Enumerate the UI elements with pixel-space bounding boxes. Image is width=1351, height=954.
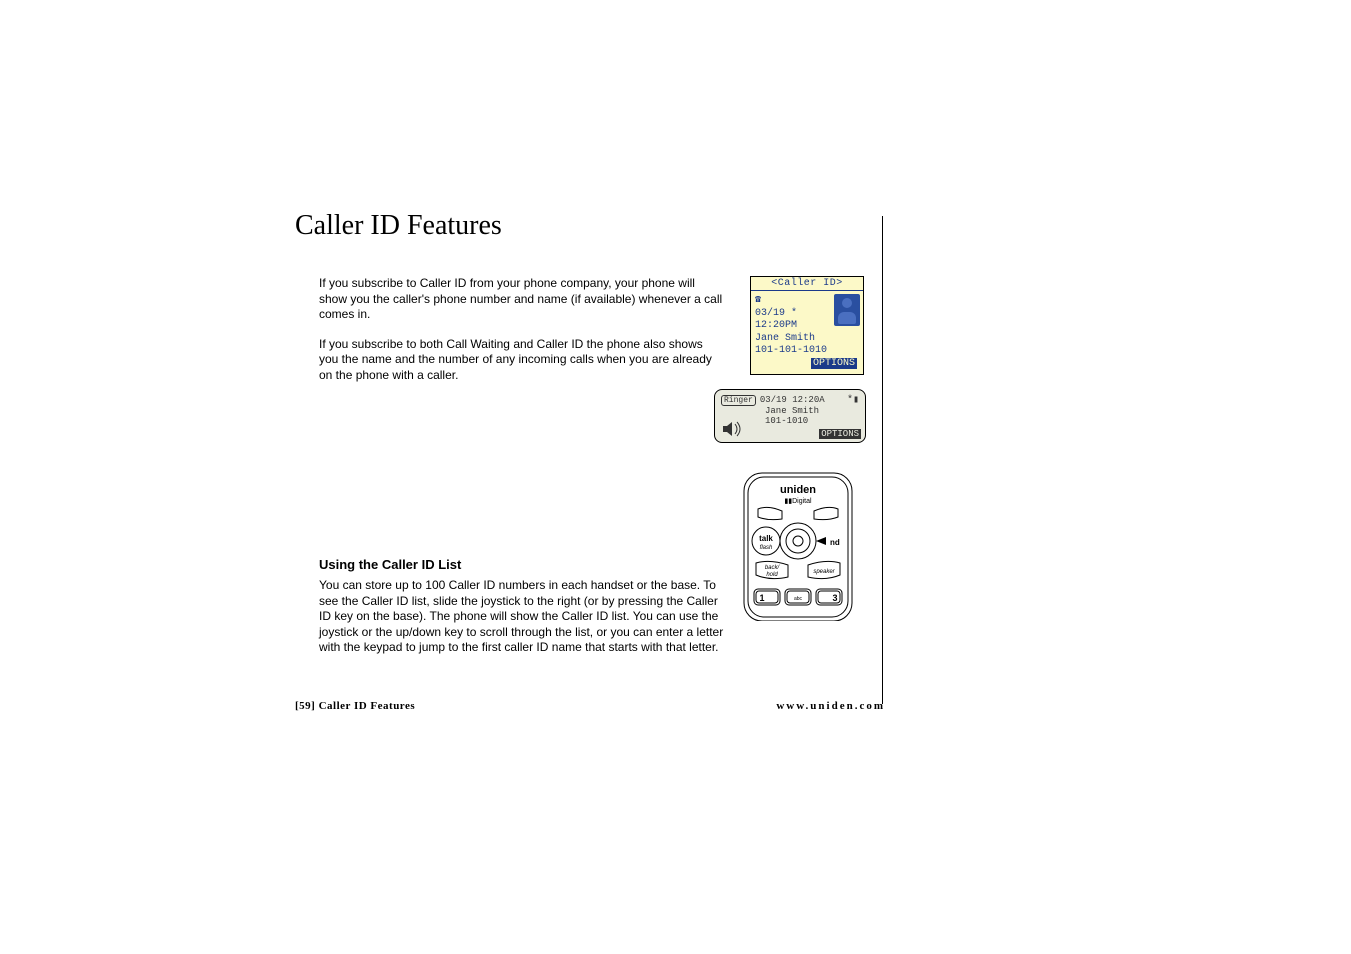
mono-datetime: 03/19 12:20A [760, 395, 825, 405]
caller-id-screen-body: ☎ 03/19 * 12:20PM Jane Smith 101-101-101… [751, 291, 863, 374]
section-heading: Using the Caller ID List [319, 557, 724, 572]
intro-figure-column: <Caller ID> ☎ 03/19 * 12:20PM Jane Smith… [714, 276, 884, 461]
svg-text:talk: talk [759, 534, 773, 543]
speaker-icon [721, 420, 743, 438]
caller-id-mono-screen: Ringer 03/19 12:20A *▮ Jane Smith 101-10… [714, 389, 866, 443]
battery-icon: *▮ [847, 394, 859, 406]
handset-brand: uniden [780, 484, 816, 496]
handset-illustration: uniden ▮▮Digital nd talk flash back/ [738, 471, 858, 621]
svg-text:back/: back/ [765, 565, 781, 571]
svg-text:3: 3 [832, 593, 837, 603]
section-row: Using the Caller ID List You can store u… [295, 461, 885, 670]
svg-text:flash: flash [760, 545, 773, 551]
footer-section-label: Caller ID Features [319, 700, 416, 712]
mono-options-softkey: OPTIONS [819, 429, 861, 439]
footer-left: [59] Caller ID Features [295, 700, 415, 712]
mono-caller-number: 101-1010 [765, 416, 859, 426]
ringer-indicator: Ringer [721, 395, 756, 406]
svg-text:hold: hold [766, 572, 778, 578]
caller-id-options-softkey: OPTIONS [755, 358, 859, 373]
intro-paragraph-1: If you subscribe to Caller ID from your … [319, 276, 724, 323]
svg-text:nd: nd [830, 538, 840, 547]
intro-text-column: If you subscribe to Caller ID from your … [295, 276, 724, 398]
section-text-column: Using the Caller ID List You can store u… [295, 461, 724, 670]
intro-paragraph-2: If you subscribe to both Call Waiting an… [319, 337, 724, 384]
document-page: Caller ID Features If you subscribe to C… [295, 210, 885, 670]
svg-text:speaker: speaker [813, 569, 835, 575]
mono-caller-name: Jane Smith [765, 406, 859, 416]
footer-url: www.uniden.com [776, 700, 885, 712]
caller-id-screen-header: <Caller ID> [751, 277, 863, 291]
page-footer: [59] Caller ID Features www.uniden.com [295, 700, 885, 712]
handset-subbrand: ▮▮Digital [784, 498, 812, 505]
intro-row: If you subscribe to Caller ID from your … [295, 276, 885, 461]
caller-id-name: Jane Smith [755, 333, 859, 346]
svg-text:abc: abc [794, 596, 803, 602]
section-body: You can store up to 100 Caller ID number… [319, 578, 724, 656]
page-title: Caller ID Features [295, 210, 885, 242]
footer-page-number: [59] [295, 700, 315, 712]
svg-text:1: 1 [759, 593, 764, 603]
phone-icon: ☎ [755, 296, 761, 306]
caller-id-number: 101-101-1010 [755, 345, 859, 358]
caller-avatar-icon [834, 294, 860, 326]
caller-id-color-screen: <Caller ID> ☎ 03/19 * 12:20PM Jane Smith… [750, 276, 864, 375]
section-figure-column: uniden ▮▮Digital nd talk flash back/ [714, 461, 884, 626]
